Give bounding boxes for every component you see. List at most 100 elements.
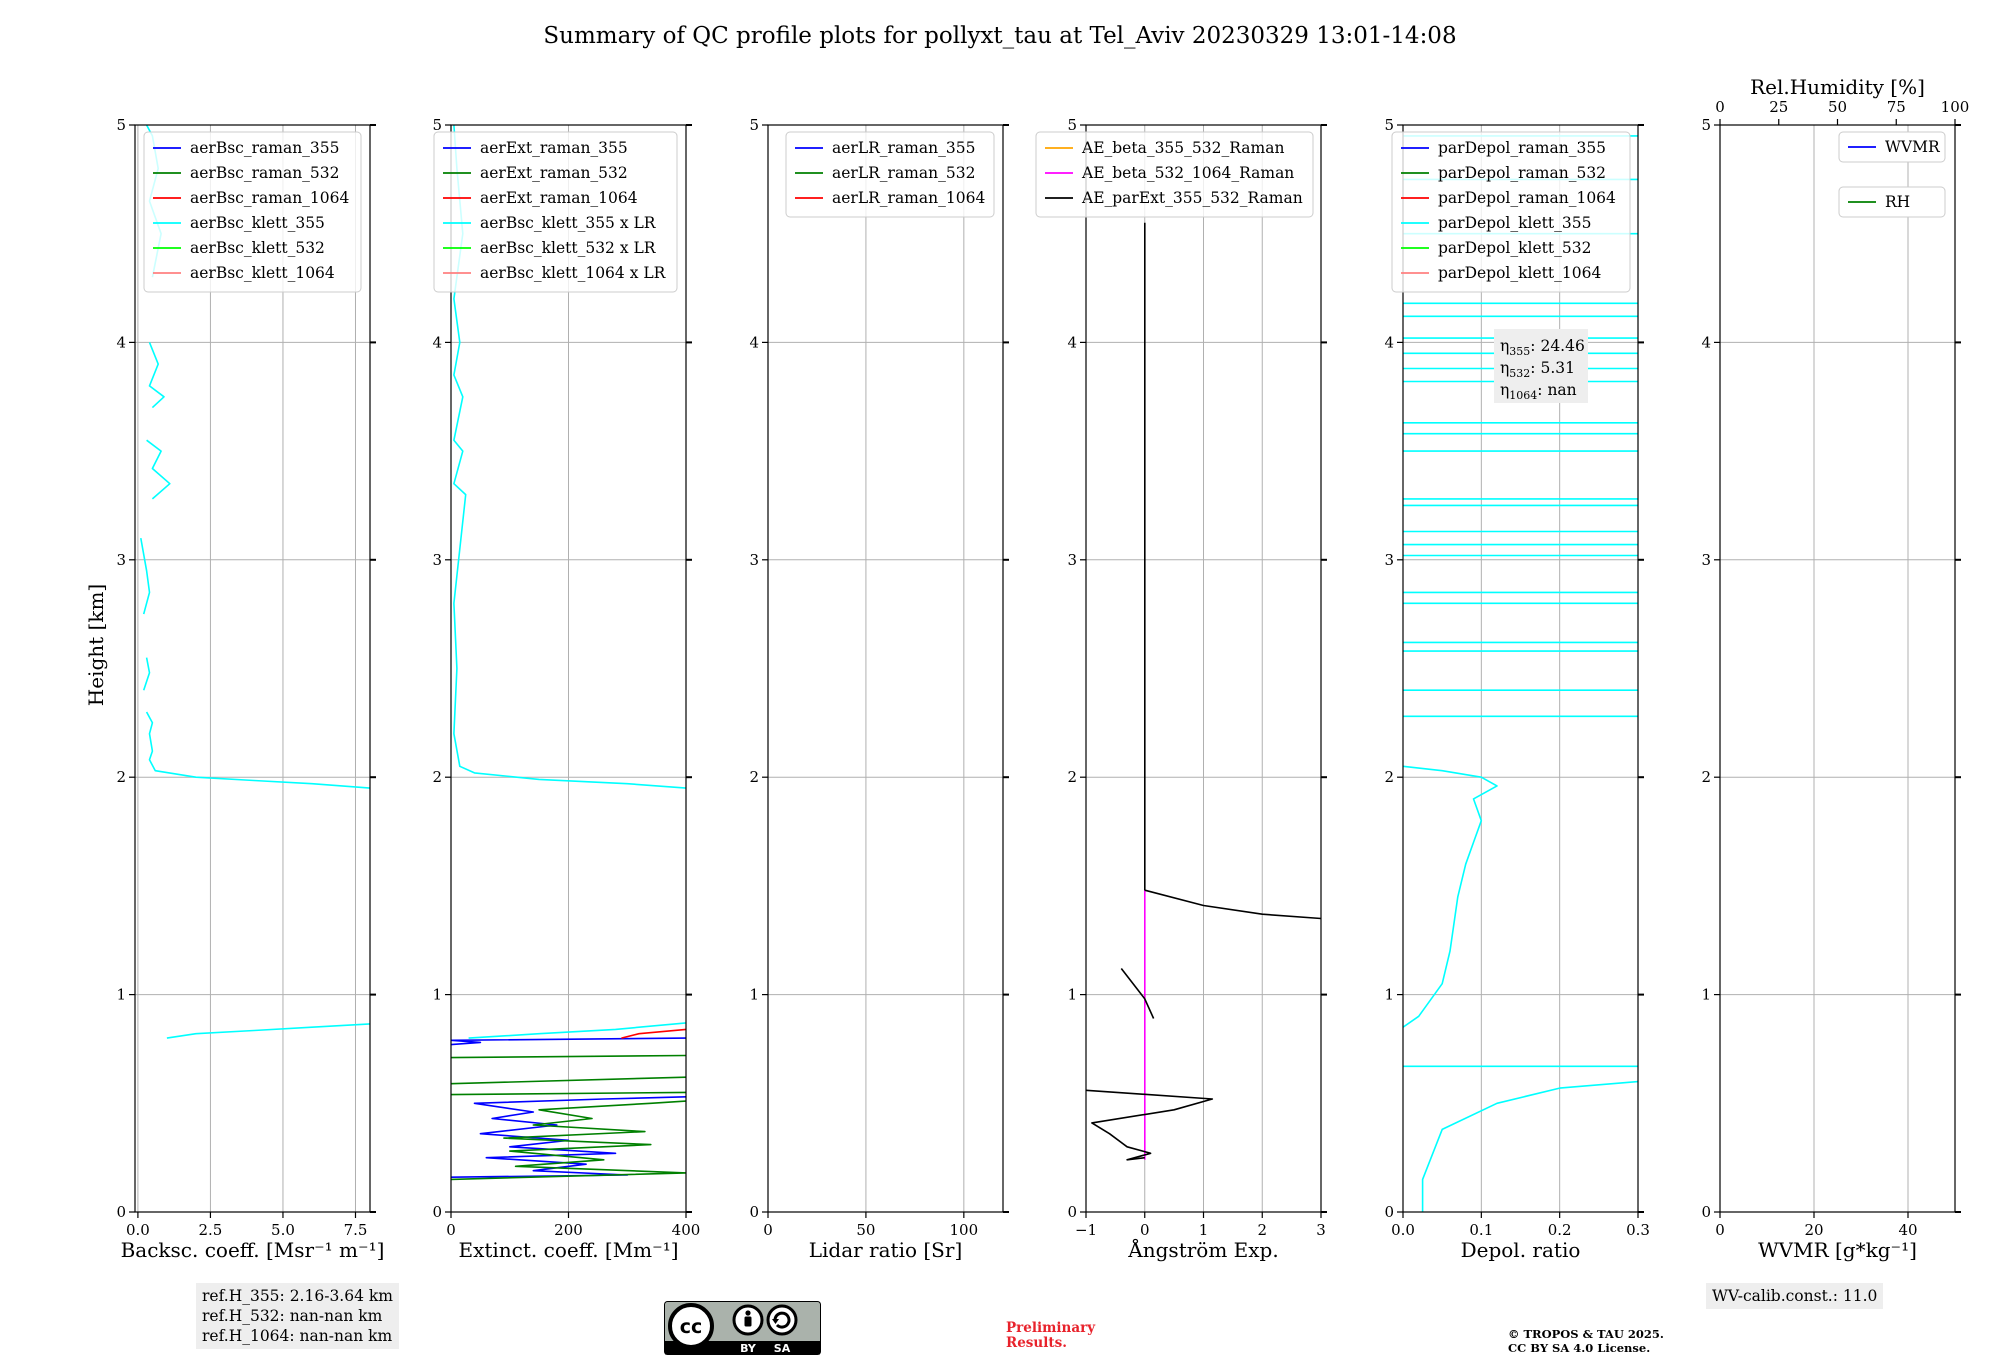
eta-annotation-box (1494, 329, 1588, 403)
x-tick-label: 0 (1715, 1221, 1725, 1239)
y-tick-label: 1 (749, 986, 759, 1004)
y-tick-label: 4 (1067, 333, 1077, 351)
y-tick-label: 2 (1067, 768, 1077, 786)
series-line-aerbsc-klett-355 (140, 125, 370, 1039)
x-tick-label: 40 (1898, 1221, 1917, 1239)
y-tick-label: 5 (749, 116, 759, 134)
y-tick-label: 5 (432, 116, 442, 134)
x2-tick-label: 75 (1887, 98, 1906, 116)
y-tick-label: 1 (1384, 986, 1394, 1004)
x-tick-label: 2.5 (199, 1221, 223, 1239)
y-axis-label: Height [km] (84, 584, 108, 706)
series-line-aerbsc-klett-355-x-lr (453, 125, 686, 1039)
legend-label: aerBsc_klett_532 (190, 239, 325, 257)
x-tick-label: 0.0 (1391, 1221, 1415, 1239)
legend-box (143, 131, 362, 293)
eta-355-value: 24.46 (1540, 337, 1584, 355)
legend-label: AE_parExt_355_532_Raman (1081, 189, 1303, 207)
legend-label: aerLR_raman_355 (832, 139, 975, 157)
series-line-pardepol-klett-355 (1403, 135, 1638, 1212)
cc-by-sa-license-logo: cc BY SA (664, 1301, 821, 1355)
by-label: BY (740, 1342, 757, 1355)
legend-label: aerBsc_raman_1064 (190, 189, 350, 207)
copyright-line-1: © TROPOS & TAU 2025. (1508, 1327, 1664, 1341)
wv-calib-text: WV-calib.const.: 11.0 (1712, 1287, 1878, 1305)
y-tick-label: 0 (749, 1203, 759, 1221)
legend: WVMR RH (1838, 131, 1946, 218)
ref-h-532: ref.H_532: nan-nan km (202, 1307, 383, 1325)
x-tick-label: 0.2 (1548, 1221, 1572, 1239)
sa-label: SA (774, 1342, 791, 1355)
profile-panel-5: 0.0 0.1 0.2 0.3 0 1 2 3 4 5 Depol. ratio parDepol_r… (1384, 116, 1649, 1262)
legend-label: aerLR_raman_1064 (832, 189, 985, 207)
sa-arrow-head (772, 1319, 779, 1324)
x-tick-label: 0.3 (1626, 1221, 1650, 1239)
y-tick-label: 3 (1384, 551, 1394, 569)
x-tick-label: 0 (446, 1221, 456, 1239)
copyright-line-2: CC BY SA 4.0 License. (1508, 1341, 1651, 1355)
x-tick-label: 0.1 (1469, 1221, 1493, 1239)
y-tick-label: 0 (432, 1203, 442, 1221)
eta-1064-value: nan (1547, 381, 1576, 399)
y-tick-label: 2 (749, 768, 759, 786)
axes-frame (134, 124, 371, 1213)
legend-label: parDepol_raman_1064 (1438, 189, 1616, 207)
x2-tick-label: 25 (1769, 98, 1788, 116)
y-tick-label: 0 (116, 1203, 126, 1221)
legend-label: parDepol_raman_532 (1438, 164, 1606, 182)
legend-label: aerBsc_klett_1064 x LR (480, 264, 667, 282)
y-tick-label: 3 (116, 551, 126, 569)
x-tick-label: 0 (1140, 1221, 1150, 1239)
legend: parDepol_raman_355 parDepol_raman_532 parD… (1391, 131, 1631, 293)
preliminary-results-note: Preliminary Results. (1006, 1321, 1095, 1351)
x2-axis-label: Rel.Humidity [%] (1750, 75, 1925, 99)
cc-circle-icon (668, 1303, 714, 1349)
y-tick-label: 2 (116, 768, 126, 786)
y-tick-label: 0 (1067, 1203, 1077, 1221)
x2-tick-label: 0 (1715, 98, 1725, 116)
x-axis-label: Depol. ratio (1461, 1238, 1581, 1262)
x-tick-label: 2 (1257, 1221, 1267, 1239)
x-tick-label: 5.0 (271, 1221, 295, 1239)
x-tick-label: 7.5 (344, 1221, 368, 1239)
y-tick-label: 3 (1701, 551, 1711, 569)
legend: aerExt_raman_355 aerExt_raman_532 aerExt_r… (433, 131, 678, 293)
x-tick-label: 50 (856, 1221, 875, 1239)
legend-label: parDepol_klett_355 (1438, 214, 1591, 232)
y-tick-label: 0 (1701, 1203, 1711, 1221)
profile-panel-3: 0 50 100 0 1 2 3 4 5 Lidar ratio [Sr] aerLR_raman_… (749, 116, 1009, 1262)
y-tick-label: 1 (432, 986, 442, 1004)
by-person-head (745, 1310, 751, 1316)
preliminary-line-2: Results. (1006, 1335, 1067, 1351)
series-line-ae-parext-355-532-raman (1086, 222, 1321, 1161)
legend-label: parDepol_klett_1064 (1438, 264, 1601, 282)
series-group (140, 125, 370, 1039)
preliminary-line-1: Preliminary (1006, 1320, 1096, 1336)
y-tick-label: 4 (749, 333, 759, 351)
copyright-note: © TROPOS & TAU 2025. CC BY SA 4.0 License… (1508, 1327, 1664, 1355)
y-tick-label: 3 (432, 551, 442, 569)
legend-label: parDepol_klett_532 (1438, 239, 1591, 257)
legend-label: parDepol_raman_355 (1438, 139, 1606, 157)
legend: aerLR_raman_355 aerLR_raman_532 aerLR_rama… (785, 131, 995, 218)
cc-letters: cc (680, 1316, 703, 1338)
figure-title: Summary of QC profile plots for pollyxt_… (543, 23, 1456, 49)
legend-label: aerExt_raman_1064 (480, 189, 638, 207)
ref-h-1064: ref.H_1064: nan-nan km (202, 1327, 393, 1345)
legend-box (433, 131, 678, 293)
x-tick-label: −1 (1075, 1221, 1097, 1239)
x2-tick-label: 50 (1828, 98, 1847, 116)
series-group (1403, 135, 1638, 1212)
x-tick-label: 200 (554, 1221, 583, 1239)
y-tick-label: 3 (749, 551, 759, 569)
x-tick-label: 3 (1316, 1221, 1326, 1239)
y-tick-label: 4 (1701, 333, 1711, 351)
ref-h-355: ref.H_355: 2.16-3.64 km (202, 1287, 393, 1305)
legend-label: aerExt_raman_355 (480, 139, 628, 157)
y-tick-label: 4 (116, 333, 126, 351)
x-tick-label: 0.0 (126, 1221, 150, 1239)
axes-frame (1719, 124, 1956, 1213)
x-tick-label: 20 (1804, 1221, 1823, 1239)
x-tick-label: 400 (672, 1221, 701, 1239)
